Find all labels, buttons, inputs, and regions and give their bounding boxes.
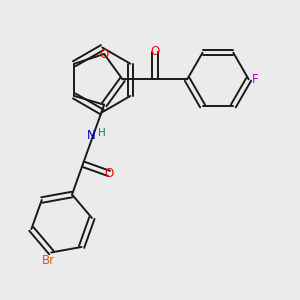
Text: O: O [150,45,160,58]
Text: Br: Br [42,254,55,267]
Text: H: H [98,128,106,138]
Text: O: O [104,167,114,180]
Text: N: N [87,129,96,142]
Text: O: O [100,47,109,61]
Text: F: F [252,73,259,86]
